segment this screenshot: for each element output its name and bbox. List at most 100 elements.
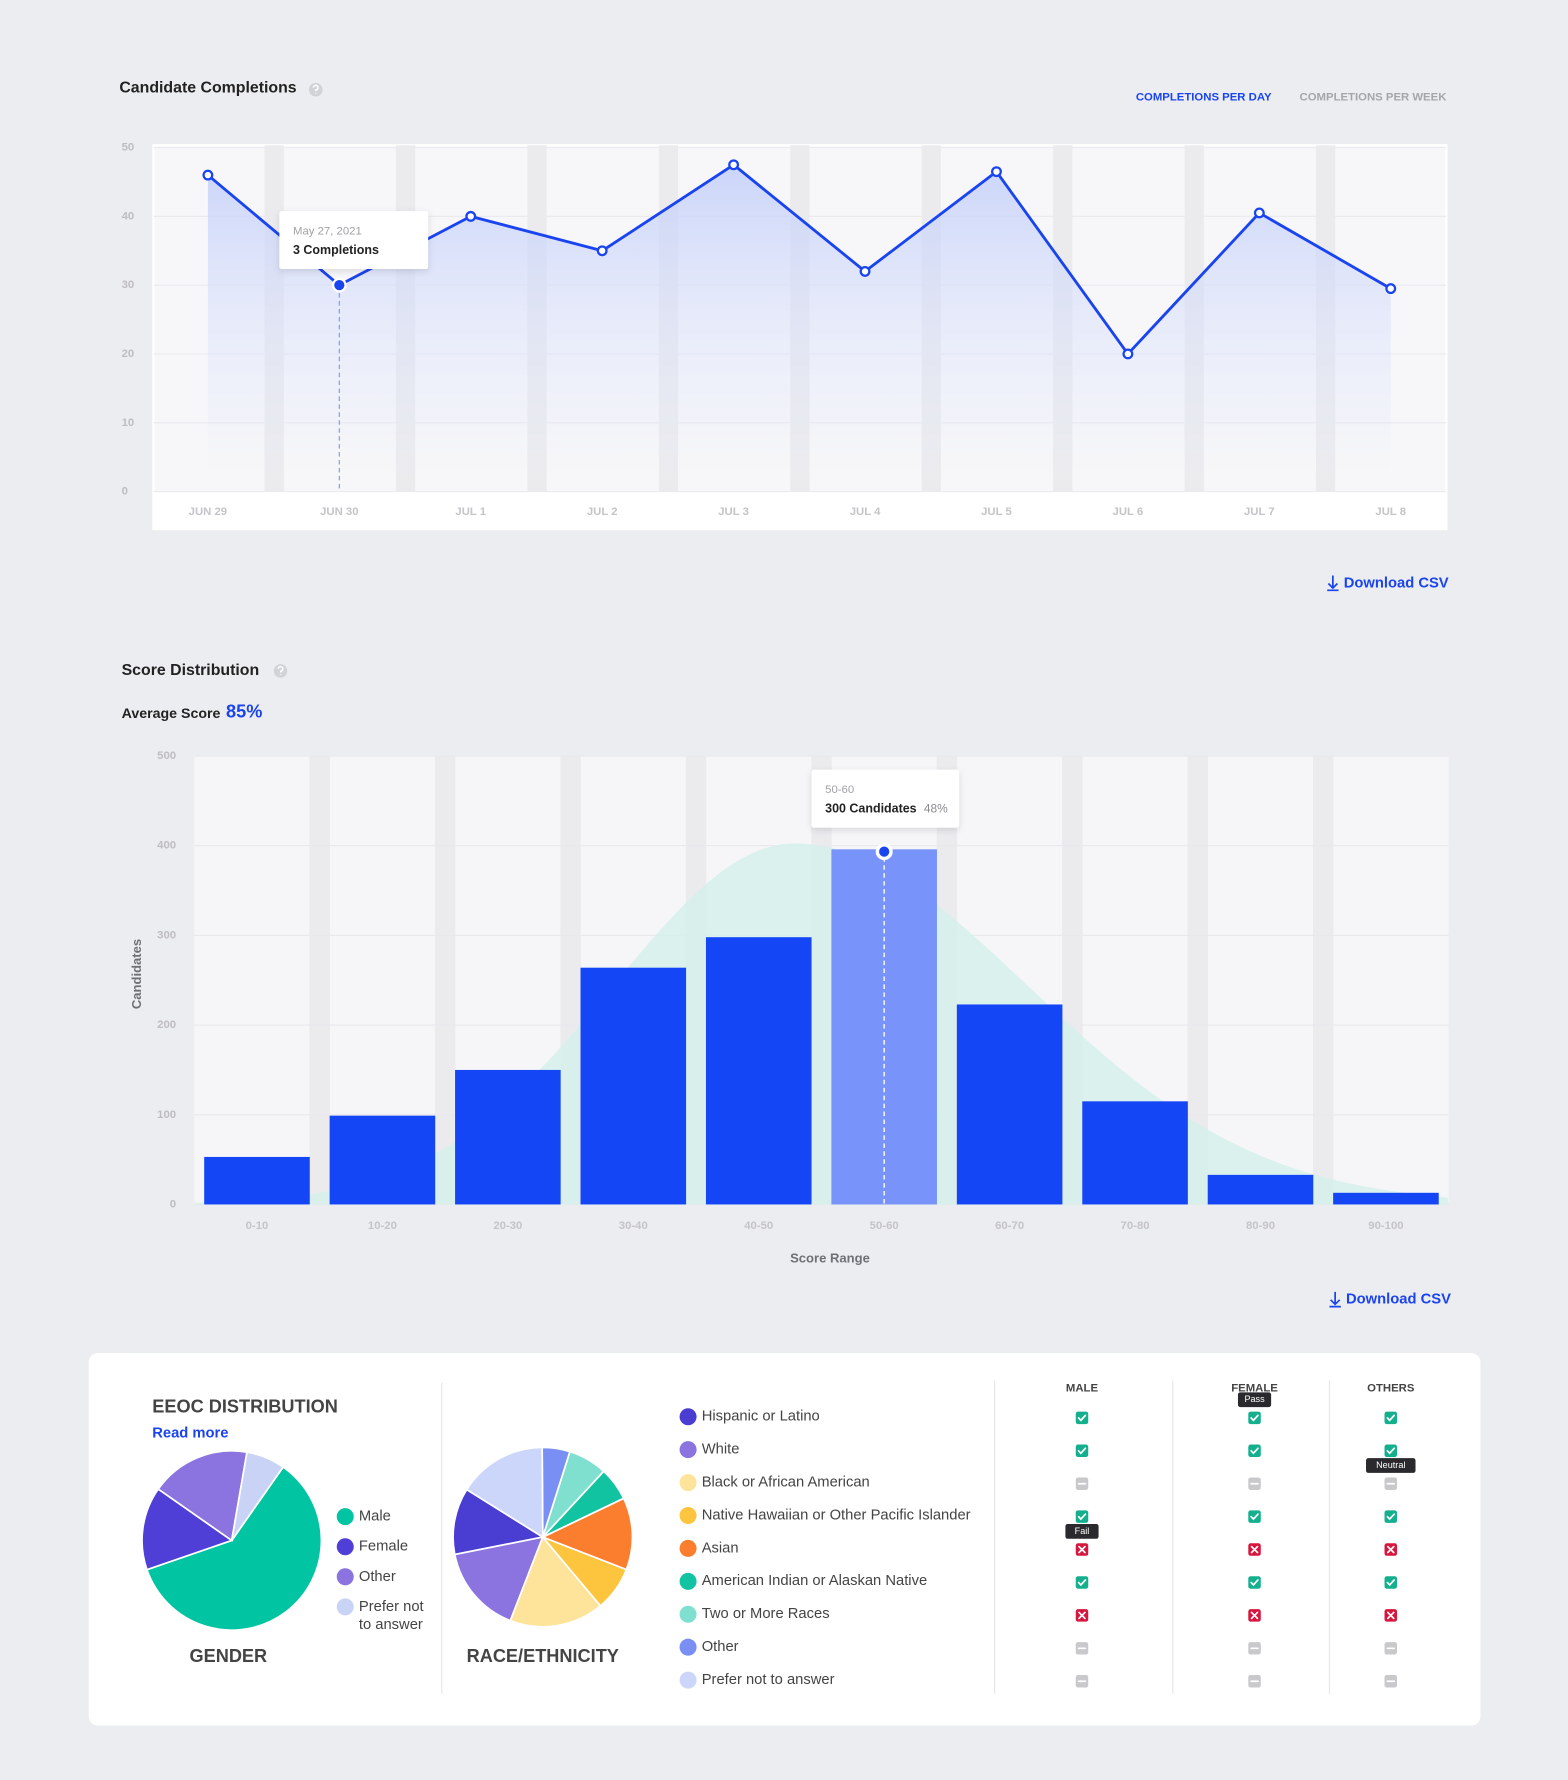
column-stripe [1313,756,1334,1205]
download-link[interactable]: Download CSV [1327,575,1449,591]
point [202,169,214,181]
x-tick-label: JUL 5 [981,506,1012,518]
point [1122,348,1134,360]
status-icon-pass [1384,1510,1398,1523]
legend-label: Prefer not to answer [702,1672,835,1688]
x-tick-label: 70-80 [1121,1220,1150,1232]
status-icon-fail [1248,1609,1261,1622]
status-icon-neutral [1384,1477,1398,1490]
legend-swatch [336,1538,354,1556]
status-tooltip: Pass [1237,1392,1272,1408]
tooltip-box [279,211,429,270]
read-more-link[interactable]: Read more [152,1426,228,1442]
pie-slice [230,1451,285,1541]
status-icon-neutral [1384,1674,1398,1688]
bar [580,967,687,1205]
tooltip-text: 300 Candidates [825,802,917,816]
y-tick-label: 300 [157,929,176,941]
status-icon-neutral [1075,1477,1089,1490]
status-icon-pass [1075,1444,1089,1458]
x-axis-band [153,491,1447,530]
status-glyph [1250,1414,1259,1422]
point-active [331,277,347,293]
average-label: Average Score [122,706,221,722]
status-icon-pass [1248,1510,1261,1523]
pie-slice [509,1535,602,1628]
tooltip-text: 3 Completions [293,243,379,257]
status-tooltip-text: Fail [1075,1526,1090,1536]
point [859,265,871,277]
status-icon-fail [1248,1543,1261,1556]
status-glyph [1250,1611,1259,1620]
pie-title: RACE/ETHNICITY [467,1646,619,1666]
point [465,210,477,222]
status-icon-pass [1384,1444,1398,1458]
status-glyph [1250,1579,1259,1587]
status-glyph [1386,1579,1396,1587]
pie-slice [157,1449,248,1542]
status-glyph [1386,1611,1395,1620]
x-tick-label: JUL 2 [587,506,618,518]
pie-slice [465,1446,544,1539]
status-icon-pass [1075,1510,1089,1523]
legend-label: Prefer not to answer [359,1599,424,1633]
status-tooltip-box [1237,1392,1272,1408]
legend-swatch [679,1474,697,1492]
help-glyph [277,665,284,675]
download-link[interactable]: Download CSV [1329,1292,1451,1308]
y-tick-label: 20 [122,348,135,360]
x-tick-label: 80-90 [1246,1220,1275,1232]
legend-label: Native Hawaiian or Other Pacific Islande… [702,1507,971,1523]
y-tick-label: 40 [122,210,135,222]
bar [455,1069,561,1205]
legend-swatch [336,1508,354,1526]
tooltip-share: 48% [924,802,948,816]
point [596,245,608,257]
status-glyph [1250,1513,1259,1521]
y-tick-label: 500 [157,750,176,762]
status-glyph [1078,1545,1086,1554]
tooltip: May 27, 2021 3 Completions [279,211,429,270]
status-icon-neutral [1075,1674,1089,1688]
hover-dot [875,843,893,861]
eeoc-panel [88,1353,1481,1726]
tooltip-box [811,769,960,828]
x-tick-label: JUL 3 [718,506,749,518]
x-tick-label: 0-10 [246,1220,269,1232]
status-tooltip-box [1065,1524,1099,1539]
legend-label: Female [359,1539,408,1555]
legend-label: American Indian or Alaskan Native [702,1573,927,1589]
x-tick-label: JUL 8 [1375,506,1406,518]
chart-title: Score Distribution [122,662,260,679]
status-icon-pass [1384,1411,1398,1425]
pie-slice [141,1487,234,1571]
tab[interactable]: COMPLETIONS PER WEEK [1300,92,1448,104]
legend-label: White [702,1442,740,1458]
tooltip-title: 50-60 [825,784,854,796]
legend-swatch [679,1408,697,1426]
status-icon-pass [1384,1576,1398,1589]
tab[interactable]: COMPLETIONS PER DAY [1136,92,1272,104]
legend-swatch [679,1539,697,1557]
status-icon-neutral [1075,1642,1089,1655]
bar [705,937,812,1205]
legend-swatch [679,1441,697,1459]
legend-label: Other [359,1569,396,1585]
status-icon-pass [1075,1411,1089,1425]
status-glyph [1077,1447,1087,1455]
x-tick-label: 90-100 [1368,1220,1403,1232]
status-icon-pass [1248,1444,1261,1458]
x-tick-label: JUL 4 [850,506,881,518]
column-stripe [434,756,456,1205]
legend-label: Male [359,1509,391,1525]
download-icon [1329,1291,1341,1308]
point [1253,207,1265,219]
x-tick-label: JUL 7 [1244,506,1275,518]
status-tooltip: Fail [1065,1524,1099,1539]
legend-swatch [336,1598,354,1616]
status-icon-pass [1248,1411,1261,1425]
status-glyph [1386,1447,1396,1455]
legend-label: Asian [702,1540,739,1556]
